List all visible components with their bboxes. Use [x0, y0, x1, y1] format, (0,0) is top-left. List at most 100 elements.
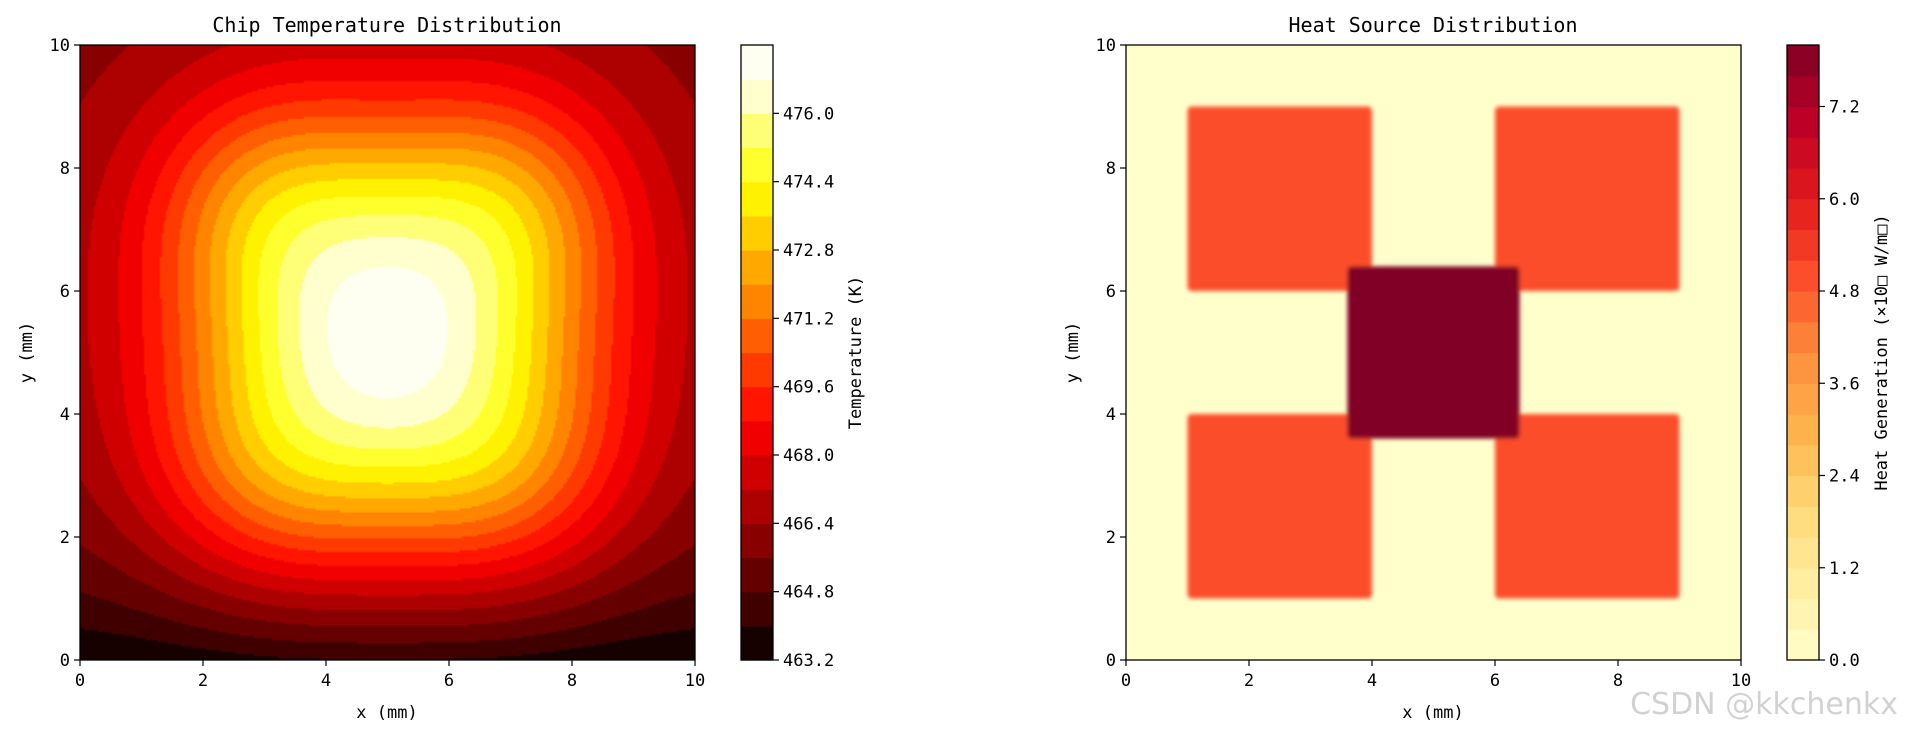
temperature-x-axis: 0 2 4 6 8 10 [75, 660, 705, 691]
heat-source-plot-frame [1125, 44, 1742, 661]
temperature-colorbar-tick-label: 468.0 [783, 446, 834, 466]
temperature-colorbar-band [741, 113, 773, 149]
heat-source-region-top-left [1187, 106, 1372, 291]
temperature-colorbar-tick-label: 471.2 [783, 309, 834, 329]
heat-source-x-tick-label: 4 [1367, 671, 1377, 691]
heat-source-colorbar-band [1787, 383, 1819, 415]
heat-source-colorbar-tick-label: 4.8 [1829, 282, 1860, 302]
heat-source-x-tick-label: 0 [1121, 671, 1131, 691]
temperature-y-tick-label: 8 [60, 159, 70, 179]
heat-source-colorbar-tick-label: 0.0 [1829, 651, 1860, 671]
heat-source-colorbar-tick-label: 2.4 [1829, 467, 1860, 487]
temperature-colorbar-band [741, 489, 773, 524]
temperature-chart-title: Chip Temperature Distribution [212, 13, 561, 37]
temperature-colorbar-band [741, 352, 773, 388]
temperature-colorbar-tick-label: 476.0 [783, 104, 834, 124]
temperature-colorbar-frame [740, 44, 774, 661]
heat-source-colorbar-tick-label: 7.2 [1829, 98, 1860, 118]
temperature-colorbar-tick-label: 466.4 [783, 514, 834, 534]
temperature-x-tick-label: 6 [444, 671, 454, 691]
heat-source-colorbar-band [1787, 444, 1819, 477]
temperature-colorbar-band [741, 557, 773, 593]
temperature-colorbar-band [741, 215, 773, 251]
temperature-colorbar-band [741, 455, 773, 490]
heat-source-x-tick-label: 2 [1244, 671, 1254, 691]
heat-source-x-axis: 0 2 4 6 8 10 [1121, 660, 1751, 691]
heat-source-y-tick-label: 2 [1106, 528, 1116, 548]
heat-source-colorbar-band [1787, 506, 1819, 538]
temperature-colorbar-band [741, 45, 773, 80]
heat-source-colorbar-label: Heat Generation (×10□ W/m□) [1872, 214, 1892, 490]
heat-source-colorbar-band [1787, 45, 1819, 77]
temperature-y-label: y (mm) [17, 322, 37, 383]
temperature-colorbar-tick-label: 463.2 [783, 651, 834, 671]
heat-source-colorbar-band [1787, 414, 1819, 446]
temperature-colorbar: 463.2 464.8 466.4 468.0 469.6 471.2 472.8 474.4… [740, 44, 866, 671]
temperature-x-tick-label: 0 [75, 671, 85, 691]
heat-source-y-tick-label: 0 [1106, 651, 1116, 671]
temperature-colorbar-band [741, 250, 773, 285]
heat-source-colorbar-band [1787, 598, 1819, 630]
heat-source-colorbar-band [1787, 137, 1819, 169]
heat-source-colorbar-band [1787, 567, 1819, 600]
temperature-colorbar-band [741, 284, 773, 319]
heat-source-region-center [1347, 266, 1520, 439]
heat-source-colorbar-band [1787, 229, 1819, 261]
heat-source-colorbar-tick-label: 6.0 [1829, 190, 1860, 210]
temperature-y-tick-label: 0 [60, 651, 70, 671]
temperature-colorbar-band [741, 625, 773, 661]
temperature-contour-field [80, 45, 695, 660]
temperature-colorbar-tick-label: 469.6 [783, 378, 834, 398]
heat-source-colorbar-band [1787, 75, 1819, 108]
temperature-chart: Chip Temperature Distribution 0 2 4 6 8 10 0 2… [17, 13, 866, 723]
temperature-plot-frame [79, 44, 696, 661]
heat-source-region-bottom-right [1495, 414, 1680, 599]
heat-source-colorbar-band [1787, 260, 1819, 292]
temperature-colorbar-band [741, 420, 773, 456]
watermark: CSDN @kkchenkx [1630, 687, 1898, 722]
heat-source-colorbar-frame [1786, 44, 1820, 661]
temperature-colorbar-band [741, 386, 773, 422]
temperature-y-tick-label: 4 [60, 405, 70, 425]
heat-source-colorbar-band [1787, 198, 1819, 231]
heat-source-colorbar-band [1787, 537, 1819, 569]
temperature-colorbar-band [741, 79, 773, 114]
heat-source-y-tick-label: 6 [1106, 282, 1116, 302]
heat-source-colorbar-band [1787, 475, 1819, 507]
heat-source-colorbar-band [1787, 106, 1819, 138]
heat-source-colorbar: 0.0 1.2 2.4 3.6 4.8 6.0 7.2 Heat Generation (×… [1786, 44, 1892, 671]
heat-source-y-axis: 0 2 4 6 8 10 [1096, 36, 1126, 671]
temperature-colorbar-band [741, 181, 773, 217]
temperature-y-tick-label: 10 [50, 36, 70, 56]
temperature-colorbar-label: Temperature (K) [846, 276, 866, 430]
heat-source-colorbar-band [1787, 168, 1819, 200]
heat-source-y-label: y (mm) [1063, 322, 1083, 383]
heat-source-colorbar-band [1787, 291, 1819, 323]
heat-source-region-bottom-left [1187, 414, 1372, 599]
temperature-x-tick-label: 10 [685, 671, 705, 691]
temperature-x-tick-label: 8 [567, 671, 577, 691]
temperature-x-label: x (mm) [356, 703, 417, 723]
heat-source-x-tick-label: 10 [1731, 671, 1751, 691]
temperature-y-axis: 0 2 4 6 8 10 [50, 36, 80, 671]
temperature-colorbar-tick-label: 464.8 [783, 583, 834, 603]
temperature-colorbar-band [741, 318, 773, 354]
heat-source-colorbar-band [1787, 321, 1819, 354]
temperature-colorbar-band [741, 591, 773, 627]
heat-source-colorbar-band [1787, 352, 1819, 384]
temperature-colorbar-tick-label: 472.8 [783, 241, 834, 261]
heat-source-y-tick-label: 10 [1096, 36, 1116, 56]
temperature-colorbar-band [741, 147, 773, 183]
heat-source-x-label: x (mm) [1402, 703, 1463, 723]
heat-source-x-tick-label: 8 [1613, 671, 1623, 691]
heat-source-y-tick-label: 8 [1106, 159, 1116, 179]
heat-source-colorbar-band [1787, 629, 1819, 661]
heat-source-region-top-right [1495, 106, 1680, 291]
heat-source-x-tick-label: 6 [1490, 671, 1500, 691]
heat-source-chart: Heat Source Distribution 0 2 4 6 8 10 0 2 4 6 8 10… [1063, 13, 1892, 723]
temperature-x-tick-label: 4 [321, 671, 331, 691]
temperature-colorbar-tick-label: 474.4 [783, 173, 834, 193]
heat-source-y-tick-label: 4 [1106, 405, 1116, 425]
temperature-colorbar-band [741, 523, 773, 559]
